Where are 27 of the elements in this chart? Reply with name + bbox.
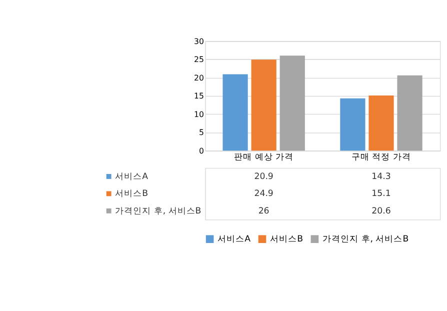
y-tick-label: 20 xyxy=(194,73,204,82)
y-tick-label: 10 xyxy=(194,110,204,119)
data-label: 26 xyxy=(258,206,270,216)
y-tick-label: 15 xyxy=(194,92,204,101)
legend-label: 가격인지 후, 서비스B xyxy=(322,234,409,244)
y-tick-label: 30 xyxy=(194,36,204,46)
bar xyxy=(397,75,422,151)
y-tick-label: 5 xyxy=(198,128,204,138)
x-tick-label: 판매 예상 가격 xyxy=(234,152,294,163)
x-tick-label: 구매 적정 가격 xyxy=(352,152,411,163)
text: 서비스B xyxy=(115,189,148,200)
y-tick-label: 0 xyxy=(198,146,204,156)
bar xyxy=(340,98,366,151)
data-label: 15.1 xyxy=(372,189,391,200)
y-tick-label: 25 xyxy=(194,55,204,64)
data-label: 14.3 xyxy=(372,172,391,182)
data-label: 20.6 xyxy=(372,206,391,216)
bar xyxy=(251,60,276,151)
legend-label: 서비스A xyxy=(115,172,148,182)
data-label: 24.9 xyxy=(254,189,274,200)
text: 가격인지 후, 서비스B xyxy=(115,206,202,216)
bar xyxy=(222,74,248,151)
legend-label: 서비스B xyxy=(270,234,304,244)
bar xyxy=(368,95,394,151)
text: 서비스A xyxy=(218,234,251,244)
data-label: 20.9 xyxy=(254,172,274,182)
bar xyxy=(280,56,305,151)
